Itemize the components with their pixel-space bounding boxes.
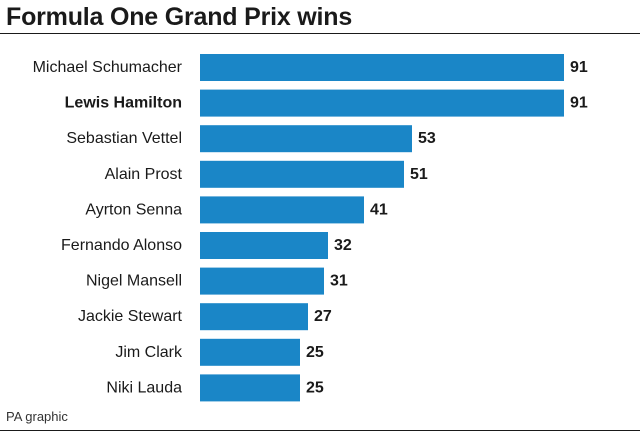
value-label-lewis-hamilton: 91 xyxy=(570,95,588,112)
chart-title: Formula One Grand Prix wins xyxy=(6,3,353,31)
value-label-nigel-mansell: 31 xyxy=(330,273,348,290)
footer-divider xyxy=(0,430,640,431)
category-labels-group: Michael Schumacher Lewis Hamilton Sebastia… xyxy=(33,59,183,396)
value-label-sebastian-vettel: 53 xyxy=(418,130,436,147)
source-credit: PA graphic xyxy=(6,409,68,424)
value-label-alain-prost: 51 xyxy=(410,166,428,183)
category-label-jim-clark: Jim Clark xyxy=(115,344,183,361)
category-label-alain-prost: Alain Prost xyxy=(105,166,183,183)
bar-jackie-stewart xyxy=(200,303,308,331)
category-label-michael-schumacher: Michael Schumacher xyxy=(33,59,183,76)
bar-ayrton-senna xyxy=(200,196,364,224)
bar-lewis-hamilton xyxy=(200,89,564,117)
category-label-fernando-alonso: Fernando Alonso xyxy=(61,237,182,254)
value-labels-group: 91 91 53 51 41 32 31 27 25 25 xyxy=(306,59,588,396)
category-label-sebastian-vettel: Sebastian Vettel xyxy=(66,130,182,147)
value-label-fernando-alonso: 32 xyxy=(334,237,352,254)
bars-group xyxy=(200,54,564,402)
bar-fernando-alonso xyxy=(200,232,328,259)
category-label-niki-lauda: Niki Lauda xyxy=(106,379,182,396)
value-label-niki-lauda: 25 xyxy=(306,379,324,396)
title-divider xyxy=(0,33,640,34)
value-label-jackie-stewart: 27 xyxy=(314,308,332,325)
bar-alain-prost xyxy=(200,160,404,188)
category-label-jackie-stewart: Jackie Stewart xyxy=(78,308,183,325)
category-label-ayrton-senna: Ayrton Senna xyxy=(85,201,182,218)
bar-michael-schumacher xyxy=(200,54,564,81)
value-label-ayrton-senna: 41 xyxy=(370,201,388,218)
category-label-nigel-mansell: Nigel Mansell xyxy=(86,273,182,290)
bar-jim-clark xyxy=(200,338,300,366)
bar-nigel-mansell xyxy=(200,267,324,295)
bar-niki-lauda xyxy=(200,374,300,402)
value-label-jim-clark: 25 xyxy=(306,344,324,361)
bar-sebastian-vettel xyxy=(200,125,412,153)
category-label-lewis-hamilton: Lewis Hamilton xyxy=(65,95,182,112)
value-label-michael-schumacher: 91 xyxy=(570,59,588,76)
